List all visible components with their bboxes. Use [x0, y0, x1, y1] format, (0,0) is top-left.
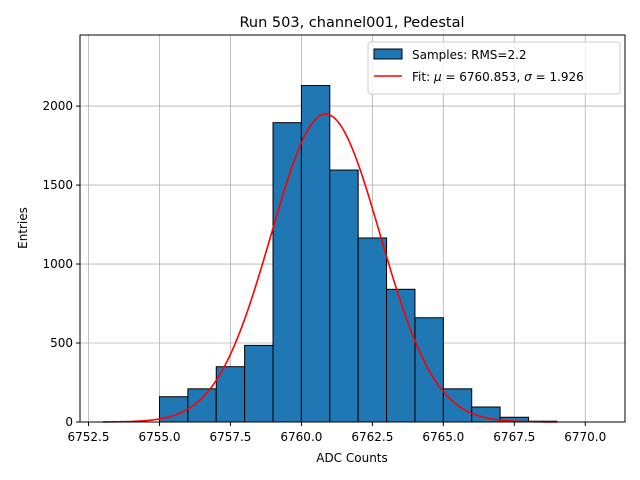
x-tick-label: 6760.0 [280, 430, 322, 444]
x-tick-label: 6755.0 [138, 430, 180, 444]
x-tick-label: 6752.5 [68, 430, 110, 444]
y-tick-label: 1000 [42, 257, 73, 271]
legend-histogram-label: Samples: RMS=2.2 [412, 48, 527, 62]
histogram-bars [158, 85, 558, 423]
x-tick-label: 6767.5 [493, 430, 535, 444]
y-axis-ticks: 0 500 1000 1500 2000 [42, 99, 80, 429]
legend-mu-value: = 6760.853, [442, 70, 525, 84]
fit-curve [102, 113, 557, 423]
legend: Samples: RMS=2.2 Fit: μ = 6760.853, σ = … [367, 41, 621, 95]
legend-sigma-value: = 1.926 [532, 70, 584, 84]
legend-sigma-symbol: σ [524, 70, 532, 84]
plot-frame [79, 34, 626, 423]
histogram-bar [272, 122, 302, 423]
histogram-bar [329, 169, 359, 423]
histogram-bar [244, 344, 274, 423]
x-axis-label: ADC Counts [316, 451, 388, 465]
y-axis-label: Entries [16, 207, 30, 249]
legend-fit-prefix: Fit: [412, 70, 434, 84]
x-tick-label: 6770.0 [564, 430, 606, 444]
legend-mu-symbol: μ [433, 70, 442, 84]
histogram-bar [300, 85, 331, 423]
legend-histogram-swatch [373, 48, 403, 60]
x-tick-label: 6765.0 [422, 430, 464, 444]
legend-fit-label: Fit: μ = 6760.853, σ = 1.926 [412, 70, 584, 84]
x-axis-ticks: 6752.5 6755.0 6757.5 6760.0 6762.5 6765.0 6767… [68, 422, 606, 444]
chart-title: Run 503, channel001, Pedestal [239, 15, 464, 31]
legend-box [367, 41, 621, 95]
x-tick-label: 6762.5 [351, 430, 393, 444]
x-tick-label: 6757.5 [209, 430, 251, 444]
y-tick-label: 2000 [42, 99, 73, 113]
y-tick-label: 1500 [42, 178, 73, 192]
histogram-bar [357, 237, 388, 423]
y-tick-label: 0 [65, 415, 73, 429]
y-tick-label: 500 [50, 336, 73, 350]
histogram-bar [386, 288, 416, 423]
